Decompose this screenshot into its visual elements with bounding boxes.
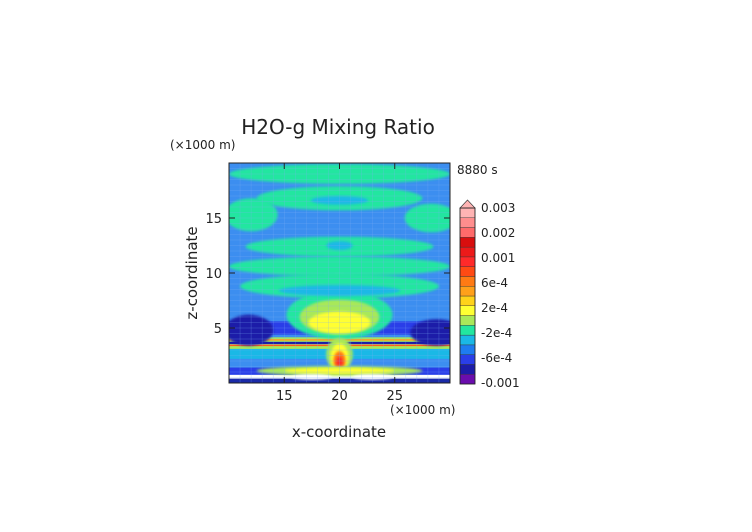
colorbar-segment — [459, 237, 476, 248]
grid-lines — [229, 163, 450, 383]
colorbar-segment — [459, 325, 476, 336]
colorbar-segment — [459, 207, 476, 218]
colorbar-segment — [459, 364, 476, 375]
colorbar-segment — [459, 266, 476, 277]
colorbar-label: 6e-4 — [481, 276, 508, 290]
colorbar-segment — [459, 374, 476, 385]
colorbar-label: 0.003 — [481, 201, 515, 215]
field-blob-dark-left — [229, 314, 274, 346]
colorbar-top-arrow — [459, 199, 476, 209]
field-blob-dark-right — [410, 319, 450, 346]
colorbar-segment — [459, 227, 476, 238]
colorbar-segment — [459, 246, 476, 258]
field-blob-lower-white-l — [291, 374, 332, 380]
colorbar-label: -6e-4 — [481, 351, 512, 365]
y-unit-label: (×1000 m) — [170, 138, 235, 152]
x-tick-label: 25 — [386, 389, 403, 404]
x-unit-label: (×1000 m) — [390, 403, 455, 417]
colorbar-segment — [459, 305, 476, 316]
y-tick-label: 15 — [205, 212, 222, 227]
y-ticks: 5 10 15 — [205, 212, 450, 337]
colorbar-segment — [459, 217, 476, 228]
colorbar-label: -2e-4 — [481, 326, 512, 340]
time-label: 8880 s — [457, 163, 498, 177]
colorbar-segment — [459, 315, 476, 326]
colorbar-label: 0.001 — [481, 251, 515, 265]
colorbar-segment — [459, 276, 476, 287]
x-axis-label: x-coordinate — [292, 423, 386, 441]
colorbar-label: -0.001 — [481, 376, 520, 390]
colorbar-segment — [459, 334, 476, 346]
x-tick-label: 15 — [276, 389, 293, 404]
y-axis-label: z-coordinate — [183, 226, 201, 319]
x-tick-label: 20 — [331, 389, 348, 404]
colorbar — [459, 199, 476, 385]
y-tick-label: 10 — [205, 267, 222, 282]
colorbar-segment — [459, 286, 476, 297]
y-tick-label: 5 — [214, 322, 222, 337]
colorbar-segment — [459, 295, 476, 306]
colorbar-labels: 0.003 0.002 0.001 6e-4 2e-4 -2e-4 -6e-4 -0.001 — [481, 201, 520, 390]
colorbar-segment — [459, 256, 476, 267]
chart-title: H2O-g Mixing Ratio — [241, 115, 435, 139]
x-ticks: 15 20 25 — [276, 163, 403, 404]
colorbar-segment — [459, 344, 476, 355]
colorbar-label: 0.002 — [481, 226, 515, 240]
colorbar-label: 2e-4 — [481, 301, 508, 315]
colorbar-segment — [459, 354, 476, 365]
field-blob-green-left-1 — [229, 198, 278, 232]
colorbar-frame — [459, 207, 476, 385]
